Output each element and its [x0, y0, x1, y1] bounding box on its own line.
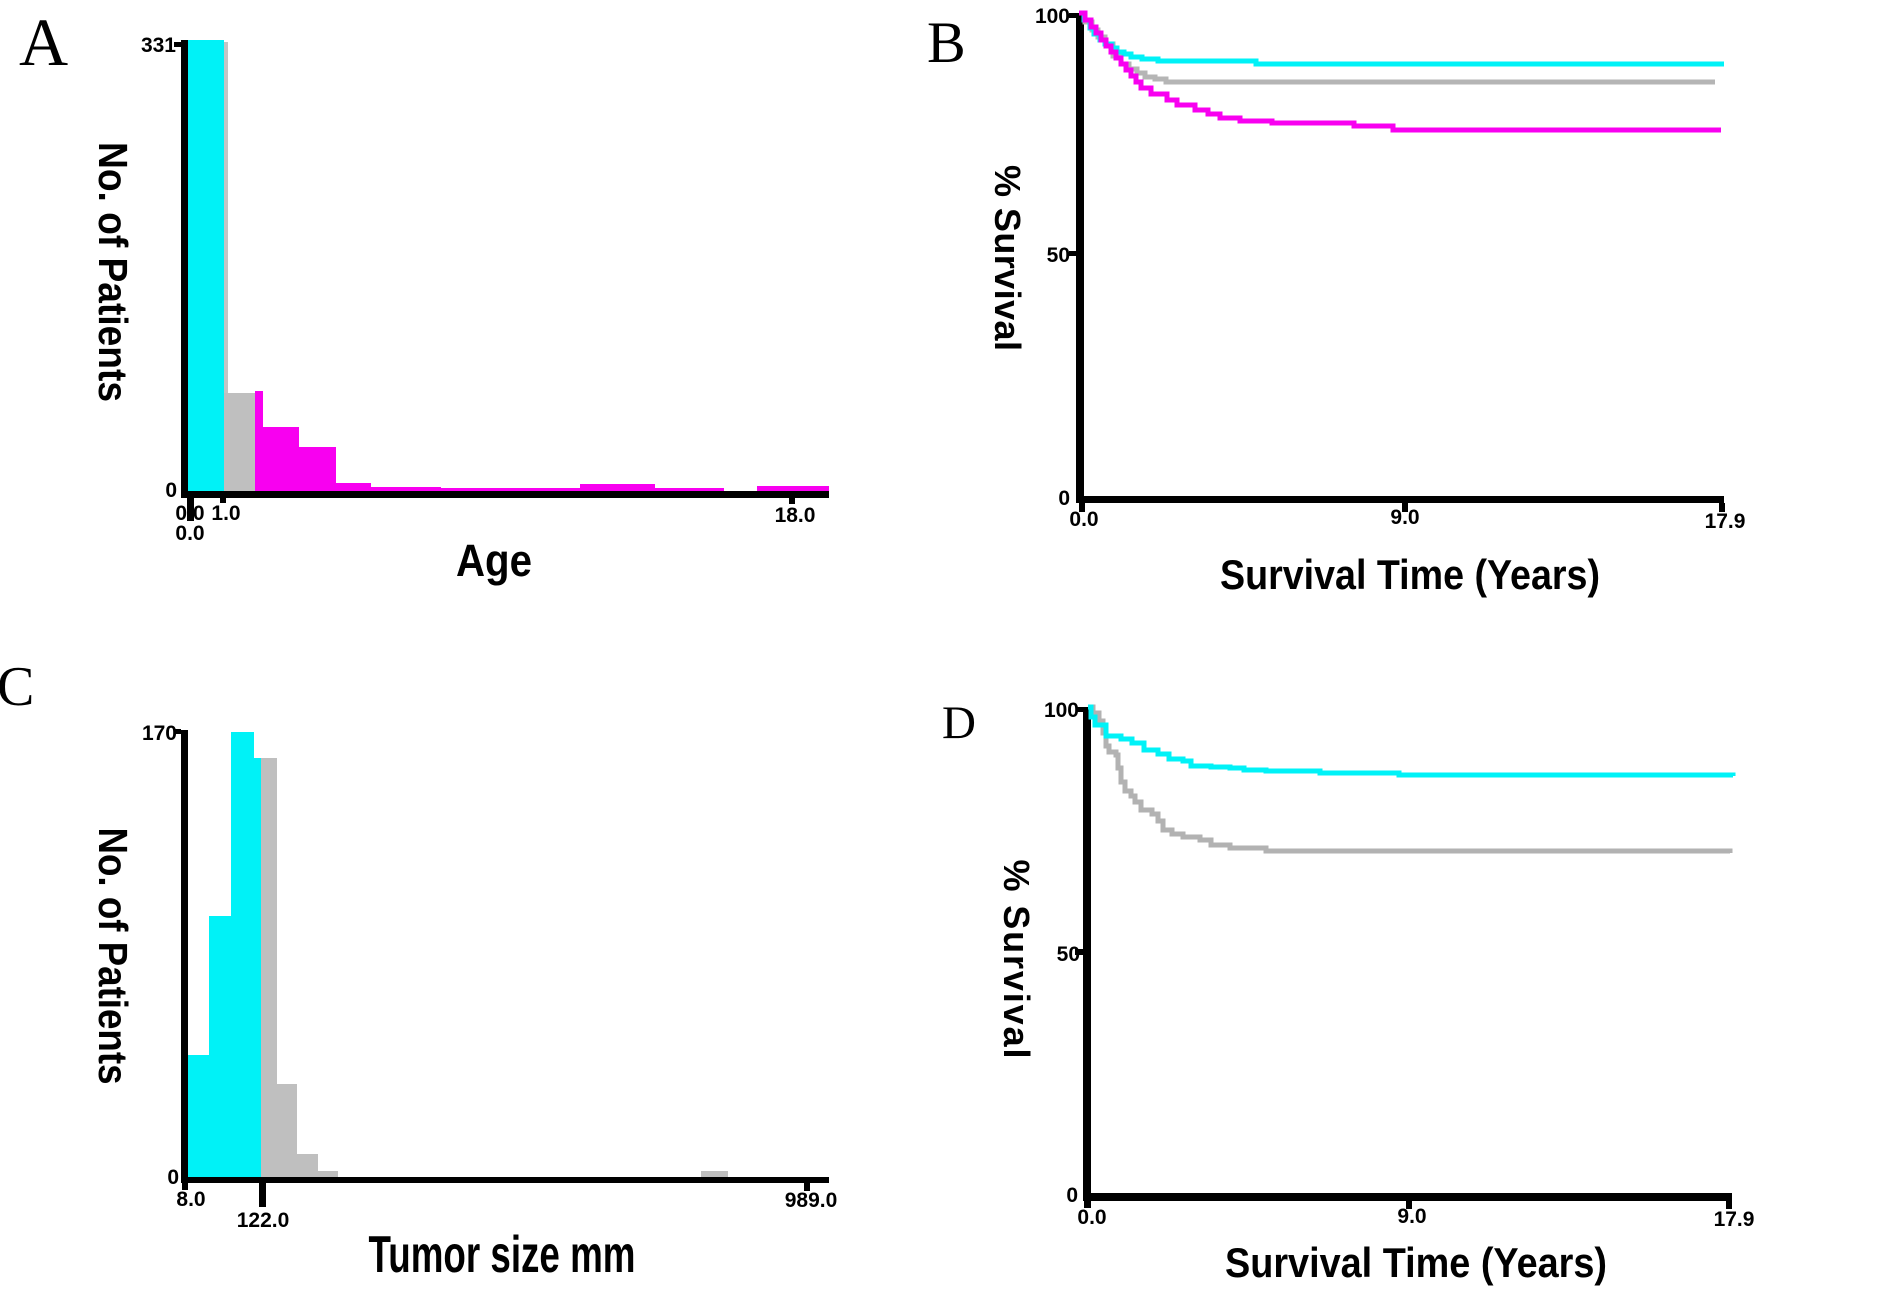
svg-text:0.0: 0.0: [1077, 1206, 1106, 1229]
svg-text:B: B: [927, 10, 966, 75]
svg-text:100: 100: [1044, 699, 1079, 722]
svg-text:A: A: [19, 4, 68, 80]
svg-text:% Survival: % Survival: [987, 165, 1028, 351]
svg-text:0: 0: [167, 1166, 179, 1189]
svg-text:0.0: 0.0: [1069, 508, 1098, 531]
svg-text:17.9: 17.9: [1705, 510, 1746, 533]
svg-text:Tumor size mm: Tumor size mm: [369, 1226, 636, 1284]
svg-text:D: D: [942, 697, 976, 749]
svg-text:9.0: 9.0: [1397, 1205, 1426, 1228]
svg-text:50: 50: [1047, 244, 1070, 267]
svg-text:% Survival: % Survival: [996, 860, 1037, 1059]
svg-text:No. of Patients: No. of Patients: [90, 142, 136, 402]
svg-text:170: 170: [142, 722, 177, 745]
svg-text:0: 0: [1066, 1184, 1078, 1207]
svg-text:50: 50: [1057, 943, 1080, 966]
svg-text:Survival Time (Years): Survival Time (Years): [1225, 1239, 1607, 1286]
svg-text:9.0: 9.0: [1390, 506, 1419, 529]
svg-text:989.0: 989.0: [785, 1189, 838, 1212]
svg-text:100: 100: [1035, 5, 1070, 28]
svg-text:8.0: 8.0: [176, 1188, 205, 1211]
svg-text:0: 0: [1058, 487, 1070, 510]
svg-text:18.0: 18.0: [775, 504, 816, 527]
svg-text:1.0: 1.0: [211, 502, 240, 525]
svg-text:331: 331: [141, 34, 176, 57]
svg-text:0.0: 0.0: [175, 502, 204, 525]
svg-text:17.9: 17.9: [1714, 1208, 1755, 1231]
svg-text:0.0: 0.0: [175, 522, 204, 545]
svg-text:Survival Time (Years): Survival Time (Years): [1220, 551, 1600, 598]
svg-text:C: C: [0, 656, 34, 718]
svg-text:0: 0: [165, 479, 177, 502]
svg-text:Age: Age: [456, 535, 532, 586]
svg-text:No. of Patients: No. of Patients: [90, 828, 136, 1085]
svg-text:122.0: 122.0: [237, 1209, 290, 1232]
